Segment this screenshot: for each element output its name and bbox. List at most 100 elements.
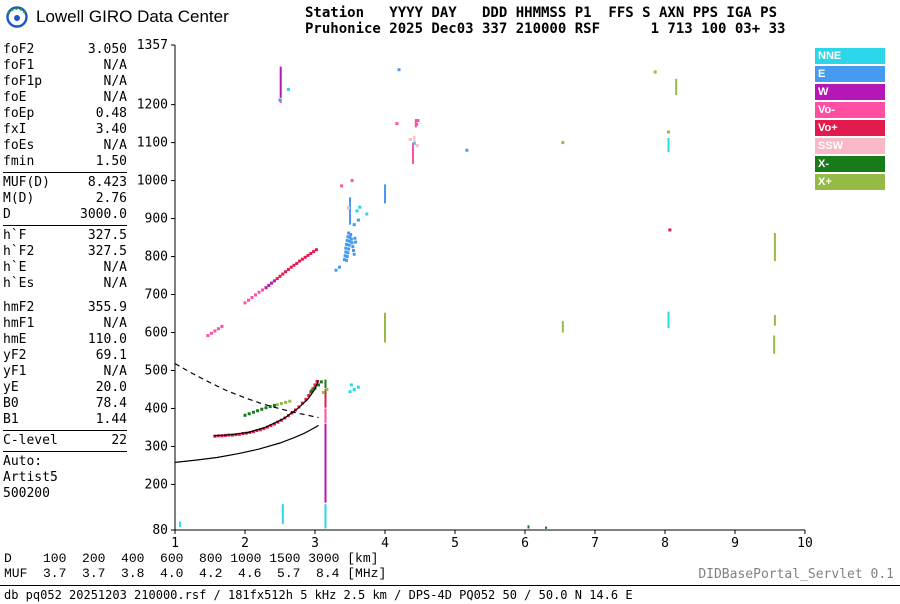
echo-point xyxy=(304,397,308,401)
echo-streak xyxy=(773,315,776,326)
param-row: foF1 N/A xyxy=(3,58,127,74)
y-tick-label: 1200 xyxy=(137,98,168,113)
echo-streak xyxy=(527,525,530,529)
param-row: Artist5 xyxy=(3,470,127,486)
param-label: C-level xyxy=(3,433,58,448)
param-label: yE xyxy=(3,380,19,395)
echo-point xyxy=(251,430,255,434)
echo-streak xyxy=(178,521,181,527)
echo-point xyxy=(262,427,266,431)
echo-point xyxy=(278,98,282,102)
echo-point xyxy=(314,248,318,252)
echo-point xyxy=(276,420,280,424)
echo-point xyxy=(397,68,401,72)
echo-streak xyxy=(279,66,282,98)
echo-point xyxy=(243,301,247,305)
y-tick-label: 300 xyxy=(145,439,168,454)
echo-streak xyxy=(324,504,327,529)
echo-point xyxy=(345,239,349,243)
echo-point xyxy=(288,399,292,403)
echo-point xyxy=(275,403,279,407)
param-value: 1.44 xyxy=(95,412,127,427)
param-row: B0 78.4 xyxy=(3,396,127,412)
param-row: h`F2 327.5 xyxy=(3,244,127,260)
echo-point xyxy=(345,258,348,262)
param-label: foF1p xyxy=(3,74,43,89)
echo-point xyxy=(352,387,356,391)
echo-point xyxy=(342,258,346,262)
echo-streak xyxy=(349,197,351,225)
param-label: 500200 xyxy=(3,486,50,501)
spacer xyxy=(3,292,127,300)
x-tick-label: 10 xyxy=(797,536,813,551)
param-row: hmF2 355.9 xyxy=(3,300,127,316)
param-label: foEs xyxy=(3,138,35,153)
x-tick-label: 8 xyxy=(661,536,669,551)
param-row: fxI 3.40 xyxy=(3,122,127,138)
param-row: hmE 110.0 xyxy=(3,332,127,348)
trace-fit-line xyxy=(213,380,320,437)
param-label: B0 xyxy=(3,396,19,411)
echo-point xyxy=(350,241,354,245)
echo-point xyxy=(278,274,282,278)
echo-point xyxy=(325,387,329,391)
echo-point xyxy=(213,329,217,333)
param-value: N/A xyxy=(103,90,127,105)
echo-streak xyxy=(281,504,284,524)
y-tick-label: 200 xyxy=(145,477,168,492)
echo-point xyxy=(345,255,349,259)
y-tick-label: 80 xyxy=(152,523,168,538)
param-value: 3.050 xyxy=(87,42,127,57)
echo-point xyxy=(261,288,264,292)
echo-streak xyxy=(667,311,670,328)
echo-streak xyxy=(667,138,670,153)
param-label: Auto: xyxy=(3,454,43,469)
echo-point xyxy=(348,390,352,394)
echo-point xyxy=(415,144,419,148)
param-value: N/A xyxy=(103,260,127,275)
param-value: N/A xyxy=(103,316,127,331)
echo-point xyxy=(344,250,348,254)
param-value: N/A xyxy=(103,58,127,73)
param-row: M(D) 2.76 xyxy=(3,191,127,207)
y-tick-label: 700 xyxy=(145,288,168,303)
echo-point xyxy=(311,387,315,391)
echo-point xyxy=(309,252,313,256)
echo-point xyxy=(365,212,369,216)
echo-point xyxy=(349,383,353,387)
param-value: 22 xyxy=(111,433,127,448)
echo-point xyxy=(412,141,416,145)
echo-streak xyxy=(413,135,416,142)
param-row: foF2 3.050 xyxy=(3,42,127,58)
param-label: foEp xyxy=(3,106,35,121)
y-tick-label: 1100 xyxy=(137,136,168,151)
legend-item-nne: NNE xyxy=(815,48,885,64)
param-value: 1.50 xyxy=(95,154,127,169)
echo-point xyxy=(352,223,356,227)
param-label: M(D) xyxy=(3,191,35,206)
echo-point xyxy=(279,402,283,406)
echo-point xyxy=(317,383,320,387)
echo-streak xyxy=(675,78,678,96)
x-tick-label: 9 xyxy=(731,536,739,551)
echo-point xyxy=(247,412,251,416)
param-label: Artist5 xyxy=(3,470,58,485)
echo-streak xyxy=(324,423,327,503)
echo-streak xyxy=(773,335,776,354)
param-value: N/A xyxy=(103,276,127,291)
legend-item-vo+: Vo+ xyxy=(815,120,885,136)
echo-point xyxy=(347,231,351,235)
echo-point xyxy=(350,179,354,183)
echo-point xyxy=(668,228,672,232)
param-row: Auto: xyxy=(3,454,127,470)
echo-point xyxy=(347,243,351,247)
echo-point xyxy=(269,424,273,428)
globe-icon xyxy=(6,6,28,28)
param-value: 3000.0 xyxy=(80,207,127,222)
divider xyxy=(3,172,127,173)
echo-point xyxy=(303,255,307,259)
param-row: 500200 xyxy=(3,486,127,502)
echo-streak xyxy=(412,142,414,164)
legend-item-w: W xyxy=(815,84,885,100)
echo-point xyxy=(286,87,290,91)
